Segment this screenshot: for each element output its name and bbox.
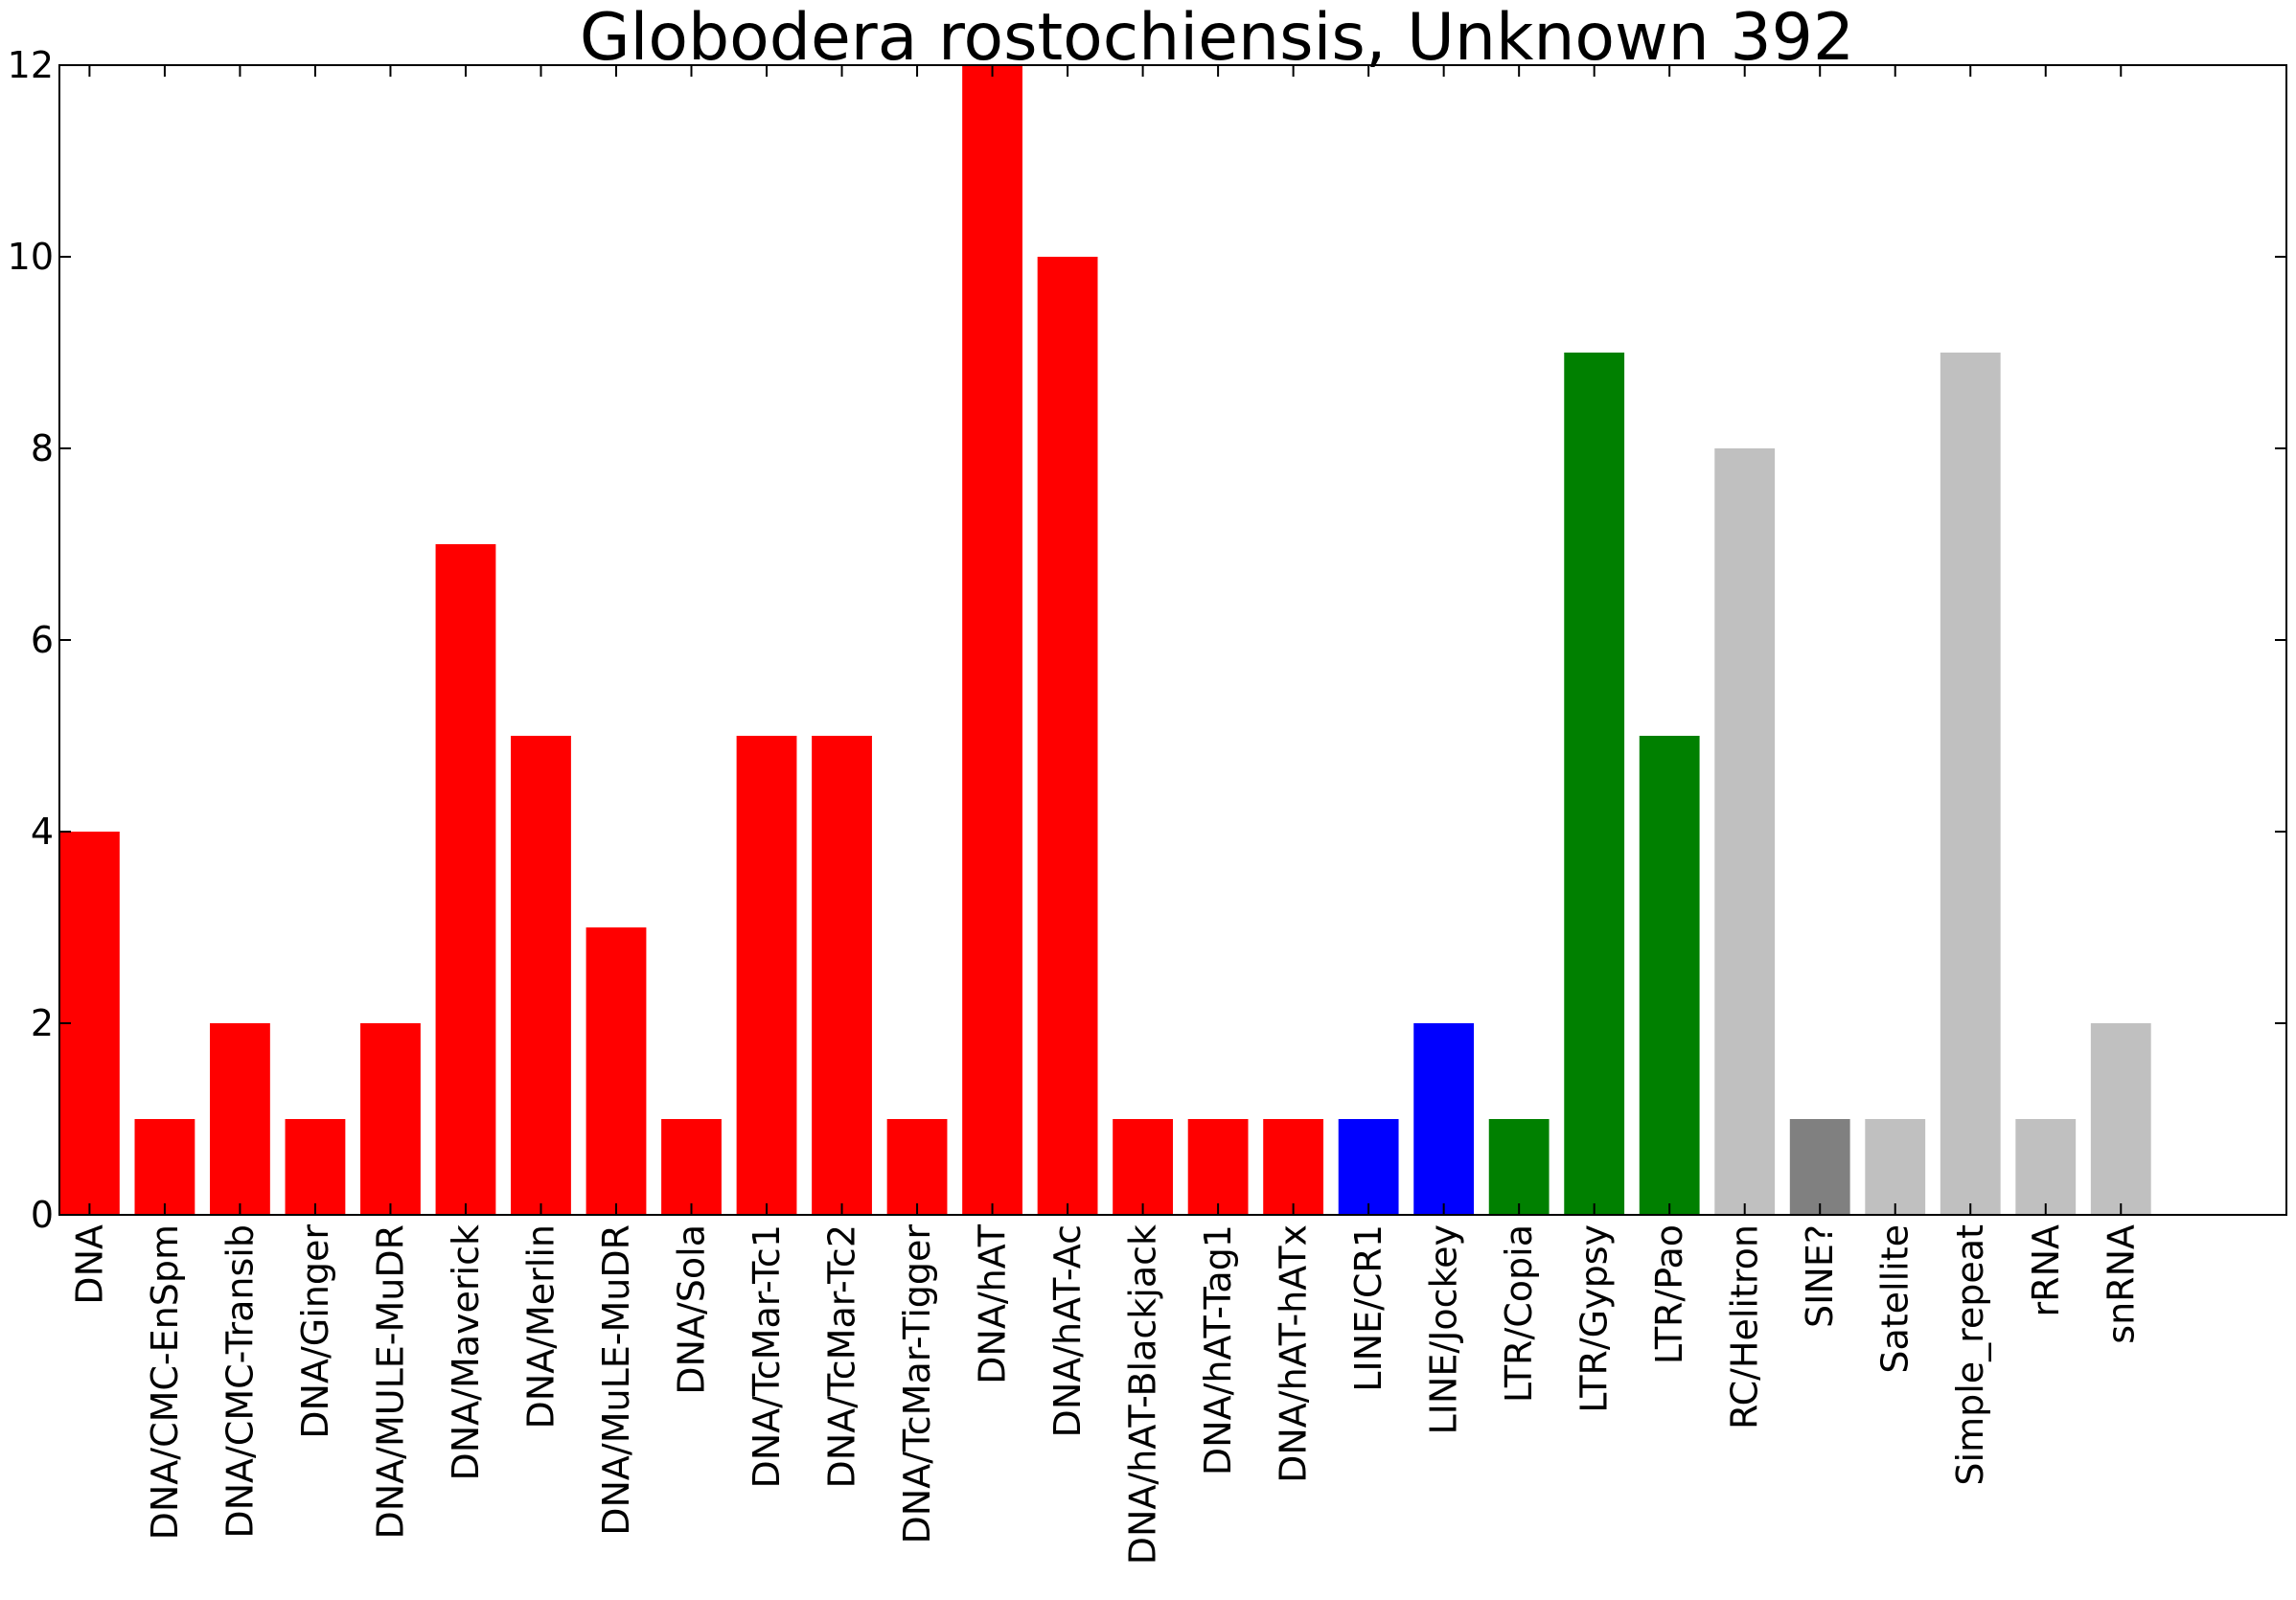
- x-tick-label-13: DNA/hAT-Ac: [1046, 1224, 1089, 1437]
- bar-3: [285, 1119, 346, 1215]
- chart-title: Globodera rostochiensis, Unknown 392: [580, 0, 1854, 76]
- bar-27: [2090, 1023, 2151, 1215]
- x-tick-label-7: DNA/MuLE-MuDR: [595, 1224, 637, 1536]
- bar-21: [1639, 736, 1700, 1215]
- bar-25: [1940, 353, 2001, 1215]
- x-tick-label-21: LTR/Pao: [1648, 1224, 1690, 1364]
- bar-7: [585, 927, 647, 1215]
- bar-14: [1113, 1119, 1173, 1215]
- y-tick-label-5: 10: [8, 236, 54, 278]
- x-tick-label-18: LINE/Jockey: [1423, 1224, 1465, 1434]
- x-tick-label-27: snRNA: [2100, 1224, 2142, 1344]
- x-tick-label-25: Simple_repeat: [1949, 1224, 1991, 1486]
- bar-11: [886, 1119, 948, 1215]
- x-tick-label-24: Satellite: [1874, 1224, 1917, 1374]
- plot-frame: [58, 64, 2287, 1216]
- bar-4: [360, 1023, 421, 1215]
- bar-16: [1263, 1119, 1324, 1215]
- bar-8: [661, 1119, 722, 1215]
- y-tick-label-2: 4: [31, 811, 54, 853]
- x-axis: DNA DNA/CMC-EnSpm DNA/CMC-Transib DNA/Ginge…: [68, 65, 2142, 1565]
- bars-group: [59, 65, 2151, 1215]
- bar-5: [435, 544, 496, 1215]
- bar-15: [1187, 1119, 1249, 1215]
- x-tick-label-1: DNA/CMC-EnSpm: [144, 1224, 186, 1540]
- x-tick-label-5: DNA/Maverick: [445, 1224, 487, 1481]
- x-tick-label-20: LTR/Gypsy: [1573, 1224, 1616, 1413]
- bar-20: [1564, 353, 1625, 1215]
- y-tick-label-1: 2: [31, 1002, 54, 1044]
- bar-2: [210, 1023, 270, 1215]
- bar-18: [1413, 1023, 1475, 1215]
- y-axis: 0 2 4 6 8 10 12: [8, 44, 2286, 1236]
- bar-19: [1488, 1119, 1550, 1215]
- x-tick-label-17: LINE/CR1: [1347, 1224, 1389, 1392]
- x-tick-label-14: DNA/hAT-Blackjack: [1122, 1224, 1164, 1565]
- bar-1: [134, 1119, 195, 1215]
- x-tick-label-6: DNA/Merlin: [519, 1224, 562, 1429]
- bar-13: [1037, 257, 1098, 1215]
- x-tick-label-2: DNA/CMC-Transib: [218, 1224, 261, 1539]
- x-tick-label-11: DNA/TcMar-Tigger: [896, 1224, 938, 1544]
- x-tick-label-10: DNA/TcMar-Tc2: [821, 1224, 863, 1488]
- y-tick-label-6: 12: [8, 44, 54, 86]
- x-tick-label-23: SINE?: [1799, 1224, 1841, 1328]
- x-tick-label-0: DNA: [68, 1224, 110, 1305]
- bar-12: [962, 65, 1022, 1215]
- x-tick-label-8: DNA/Sola: [671, 1224, 713, 1395]
- bar-23: [1789, 1119, 1850, 1215]
- x-tick-label-4: DNA/MULE-MuDR: [369, 1224, 411, 1540]
- x-tick-label-16: DNA/hAT-hATx: [1273, 1224, 1315, 1483]
- x-tick-label-22: RC/Helitron: [1724, 1224, 1766, 1429]
- bar-6: [511, 736, 571, 1215]
- bar-24: [1865, 1119, 1926, 1215]
- x-tick-label-26: rRNA: [2025, 1224, 2067, 1316]
- x-tick-label-15: DNA/hAT-Tag1: [1197, 1224, 1239, 1475]
- bar-22: [1714, 448, 1776, 1215]
- x-tick-label-9: DNA/TcMar-Tc1: [746, 1224, 788, 1488]
- y-tick-label-3: 6: [31, 619, 54, 661]
- bar-9: [736, 736, 797, 1215]
- y-tick-label-4: 8: [31, 427, 54, 469]
- x-tick-label-12: DNA/hAT: [972, 1223, 1014, 1384]
- bar-10: [812, 736, 872, 1215]
- y-tick-label-0: 0: [31, 1194, 54, 1236]
- x-tick-label-3: DNA/Ginger: [294, 1224, 336, 1439]
- bar-26: [2015, 1119, 2077, 1215]
- bar-17: [1338, 1119, 1399, 1215]
- x-tick-label-19: LTR/Copia: [1498, 1224, 1540, 1403]
